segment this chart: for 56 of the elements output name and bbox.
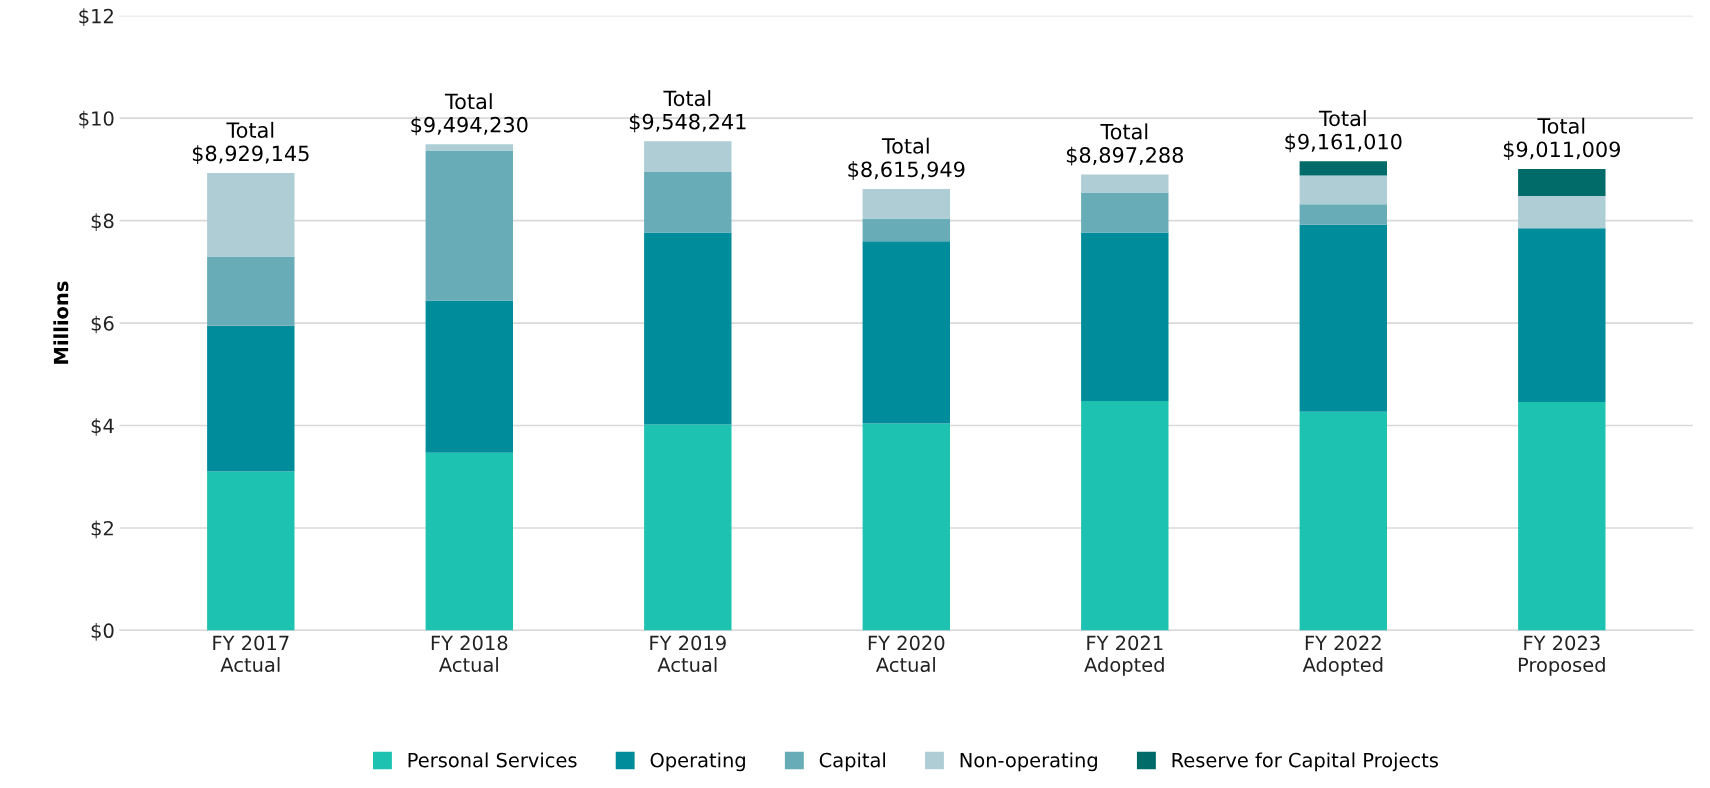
x-tick-label: FY 2021 Adopted <box>1084 635 1164 676</box>
x-tick-label: FY 2023 Proposed <box>1518 635 1605 676</box>
y-axis-title: Millions <box>53 281 69 364</box>
bar <box>1518 401 1606 631</box>
bar <box>425 150 513 301</box>
total-label: Total $8,929,145 <box>192 121 309 165</box>
bar <box>862 423 950 631</box>
legend-label: Reserve for Capital Projects <box>1172 752 1438 772</box>
bar <box>1081 400 1169 631</box>
bar <box>862 241 950 424</box>
bar <box>207 325 295 472</box>
legend-label: Capital <box>819 752 885 772</box>
y-tick-label: $6 <box>91 315 114 334</box>
x-tick-label: FY 2022 Adopted <box>1302 635 1383 676</box>
bar <box>207 256 295 326</box>
y-tick-label: $10 <box>79 110 114 129</box>
bar <box>207 173 295 257</box>
total-label: Total $9,548,241 <box>629 90 746 133</box>
x-tick-label: FY 2020 Actual <box>868 635 945 673</box>
x-tick-label: FY 2019 Actual <box>650 635 726 673</box>
total-label: Total $8,615,949 <box>848 137 965 180</box>
x-tick-label: FY 2018 Actual <box>431 635 508 673</box>
bar <box>644 232 732 425</box>
y-tick-label: $12 <box>79 8 113 27</box>
bar <box>1081 232 1169 401</box>
y-tick-label: $8 <box>91 213 114 231</box>
bar <box>644 171 732 233</box>
total-label: Total $9,011,009 <box>1503 117 1620 160</box>
y-tick-label: $0 <box>91 623 114 641</box>
bar <box>1299 204 1387 225</box>
bar <box>425 300 513 453</box>
total-label: Total $9,494,230 <box>411 93 528 136</box>
bar <box>207 471 295 631</box>
bar <box>644 141 732 172</box>
x-tick-label: FY 2017 Actual <box>213 635 289 673</box>
total-label: Total $8,897,288 <box>1066 123 1184 166</box>
bar <box>1299 175 1387 205</box>
legend-label: Operating <box>650 752 745 772</box>
bar <box>1518 196 1606 229</box>
bar <box>425 144 513 151</box>
bar <box>1299 224 1387 412</box>
legend-label: Personal Services <box>408 752 577 768</box>
bar <box>1081 192 1169 233</box>
bar <box>1299 161 1387 176</box>
y-tick-label: $2 <box>91 520 113 539</box>
total-label: Total $9,161,010 <box>1285 110 1402 153</box>
bar <box>644 424 732 631</box>
legend-label: Non-operating <box>960 752 1097 772</box>
bar <box>862 218 950 242</box>
bar <box>862 188 950 219</box>
bar <box>1299 411 1387 631</box>
bar <box>1081 174 1169 193</box>
y-tick-label: $4 <box>91 418 114 436</box>
bar <box>425 452 513 631</box>
bar <box>1518 168 1606 197</box>
bar <box>1518 228 1606 402</box>
